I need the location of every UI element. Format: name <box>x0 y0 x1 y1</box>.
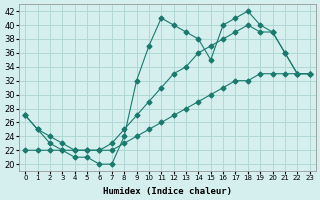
X-axis label: Humidex (Indice chaleur): Humidex (Indice chaleur) <box>103 187 232 196</box>
